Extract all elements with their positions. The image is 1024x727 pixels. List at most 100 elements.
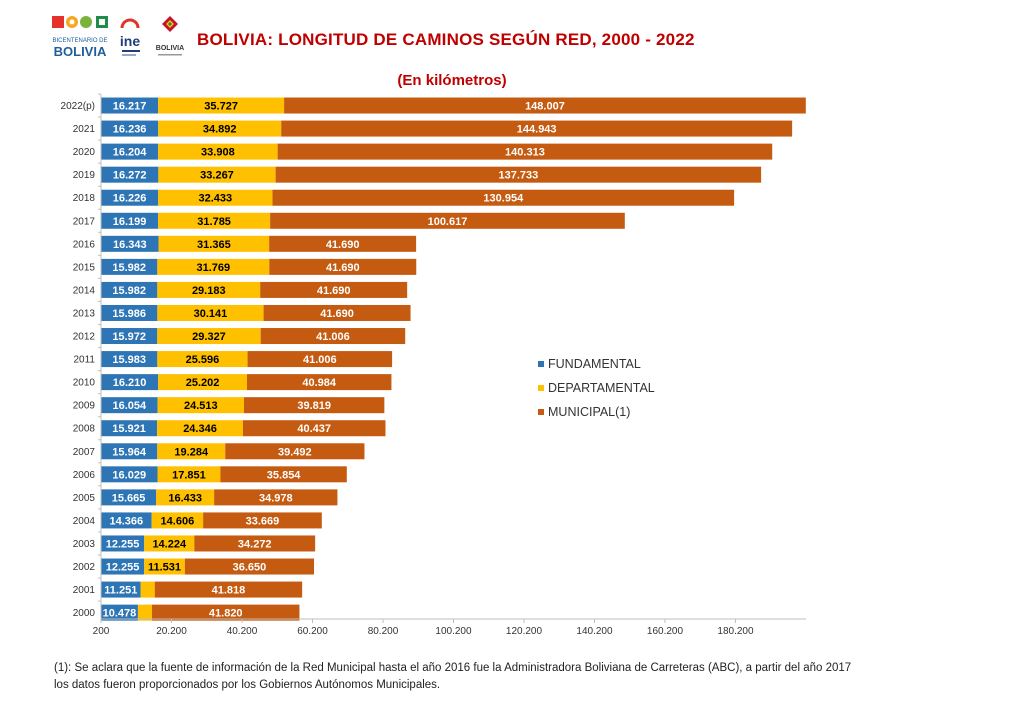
- bar-municipal: [214, 489, 338, 506]
- data-label: 41.818: [212, 585, 246, 597]
- bar-departamental: [158, 189, 273, 206]
- data-label: 11.251: [104, 585, 137, 597]
- bar-municipal: [281, 120, 793, 137]
- bar-municipal: [220, 466, 347, 483]
- x-tick-label: 120.200: [506, 626, 543, 637]
- data-label: 19.284: [174, 446, 209, 458]
- data-label: 32.433: [199, 193, 233, 205]
- data-label: 144.943: [517, 124, 557, 136]
- data-label: 24.513: [184, 400, 218, 412]
- bar-municipal: [152, 604, 300, 621]
- y-tick-label: 2004: [73, 516, 96, 527]
- data-label: 39.819: [297, 400, 331, 412]
- y-tick-label: 2012: [73, 332, 96, 343]
- ine-logo: ine: [120, 18, 140, 56]
- y-tick-label: 2006: [73, 470, 96, 481]
- data-label: 14.606: [161, 515, 195, 527]
- bar-departamental: [158, 97, 285, 114]
- data-label: 40.984: [302, 377, 337, 389]
- y-tick-label: 2010: [73, 378, 96, 389]
- bar-fundamental: [101, 328, 158, 345]
- bar-fundamental: [101, 120, 159, 137]
- y-tick-label: 2018: [73, 193, 96, 204]
- data-label: 25.596: [186, 354, 220, 366]
- bar-municipal: [194, 535, 316, 552]
- x-tick-label: 140.200: [576, 626, 613, 637]
- data-label: 12.255: [106, 562, 140, 574]
- data-label: 15.986: [112, 308, 146, 320]
- data-label: 24.346: [183, 423, 217, 435]
- data-label: 33.669: [246, 515, 280, 527]
- data-label: 41.006: [303, 354, 337, 366]
- data-label: 40.437: [297, 423, 331, 435]
- y-tick-label: 2005: [73, 493, 96, 504]
- data-label: 15.972: [112, 331, 146, 343]
- x-tick-label: 160.200: [647, 626, 684, 637]
- bar-fundamental: [101, 304, 158, 321]
- bicentenario-big-text: BOLIVIA: [54, 44, 107, 59]
- x-tick-label: 80.200: [368, 626, 399, 637]
- y-tick-label: 2019: [73, 170, 96, 181]
- bar-municipal: [247, 351, 393, 368]
- data-label: 16.029: [112, 469, 146, 481]
- y-tick-label: 2021: [73, 124, 96, 135]
- data-label: 31.785: [197, 216, 231, 228]
- legend-label-fundamental: FUNDAMENTAL: [548, 357, 641, 371]
- data-label: 25.202: [186, 377, 220, 389]
- bar-departamental: [157, 466, 221, 483]
- data-label: 130.954: [483, 193, 524, 205]
- bar-municipal: [154, 581, 303, 598]
- y-tick-label: 2020: [73, 147, 96, 158]
- bar-departamental: [158, 120, 282, 137]
- bar-municipal: [184, 558, 315, 575]
- bar-municipal: [270, 212, 625, 229]
- bar-municipal: [243, 397, 385, 414]
- bicentenario-logo: BICENTENARIO DE BOLIVIA: [52, 16, 108, 59]
- data-label: 39.492: [278, 446, 312, 458]
- data-label: 41.690: [326, 262, 360, 274]
- data-label: 34.978: [259, 492, 293, 504]
- bar-municipal: [225, 443, 365, 460]
- bar-municipal: [203, 512, 322, 529]
- legend-swatch-departamental: [538, 385, 544, 391]
- y-tick-label: 2011: [73, 355, 95, 366]
- x-tick-label: 40.200: [227, 626, 258, 637]
- bar-municipal: [284, 97, 806, 114]
- data-label: 16.217: [113, 101, 147, 113]
- data-label: 41.690: [317, 285, 351, 297]
- data-label: 41.690: [326, 239, 360, 251]
- data-label: 33.267: [200, 170, 234, 182]
- bar-fundamental: [101, 212, 159, 229]
- chart-title: BOLIVIA: LONGITUD DE CAMINOS SEGÚN RED, …: [197, 30, 695, 49]
- legend-item-fundamental: FUNDAMENTAL: [538, 352, 655, 376]
- bar-fundamental: [101, 235, 159, 252]
- x-tick-label: 200: [93, 626, 110, 637]
- bar-fundamental: [101, 397, 158, 414]
- data-label: 16.226: [113, 193, 147, 205]
- data-label: 35.727: [204, 101, 238, 113]
- y-tick-label: 2016: [73, 239, 96, 250]
- data-label: 15.964: [112, 446, 147, 458]
- data-label: 15.982: [112, 262, 146, 274]
- bar-departamental: [158, 374, 247, 391]
- bar-fundamental: [101, 351, 158, 368]
- y-tick-label: 2003: [73, 539, 96, 550]
- data-label: 34.892: [203, 124, 237, 136]
- estado-text: BOLIVIA: [156, 45, 184, 52]
- bar-municipal: [275, 166, 762, 183]
- stacked-bar-chart: 2022(p) 16.217 35.727 148.007 2021 16.236 34.8…: [61, 93, 806, 637]
- logos: BICENTENARIO DE BOLIVIA ine BOLIVIA: [52, 16, 184, 59]
- data-label: 16.054: [112, 400, 147, 412]
- data-label: 16.236: [113, 124, 147, 136]
- data-label: 148.007: [525, 101, 565, 113]
- bar-departamental: [158, 212, 271, 229]
- bicentenario-small-text: BICENTENARIO DE: [52, 38, 107, 44]
- bar-fundamental: [101, 581, 141, 598]
- bar-fundamental: [101, 281, 158, 298]
- y-tick-label: 2022(p): [61, 101, 95, 112]
- data-label: 137.733: [498, 170, 538, 182]
- bar-municipal: [260, 281, 408, 298]
- data-label: 16.204: [113, 147, 148, 159]
- data-label: 16.433: [168, 492, 202, 504]
- data-label: 15.983: [112, 354, 146, 366]
